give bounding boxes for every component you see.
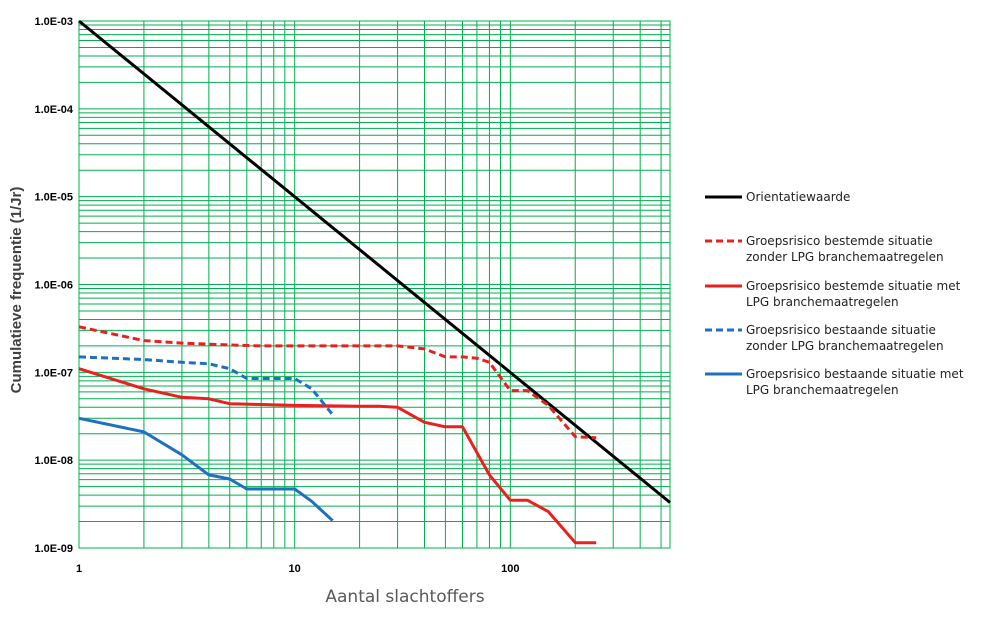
- series-layer: [78, 19, 671, 545]
- x-axis-title: Aantal slachtoffers: [325, 587, 484, 607]
- legend-label-5: Groepsrisico bestaande situatie met LPG b…: [746, 367, 964, 397]
- y-tick-label: 1.0E-06: [34, 280, 73, 292]
- y-tick-label: 1.0E-05: [34, 192, 73, 204]
- legend-label-3: Groepsrisico bestemde situatie met LPG br…: [746, 279, 961, 309]
- x-tick-label: 10: [289, 563, 301, 575]
- y-tick-label: 1.0E-03: [34, 16, 73, 28]
- y-axis-ticks: 1.0E-03 1.0E-04 1.0E-05 1.0E-06 1.0E-07 1.0E-…: [34, 16, 73, 555]
- y-tick-label: 1.0E-08: [34, 455, 73, 467]
- series-line-1: [78, 19, 671, 504]
- legend-label-1: Orientatiewaarde: [746, 190, 850, 204]
- y-tick-label: 1.0E-09: [34, 543, 73, 555]
- series-line-3: [78, 367, 597, 545]
- y-tick-label: 1.0E-07: [34, 367, 73, 379]
- plot-grid: [78, 20, 671, 549]
- x-axis-ticks: 1 10 100: [76, 563, 520, 575]
- legend: Orientatiewaarde Groepsrisico bestemde si…: [705, 190, 964, 397]
- legend-label-4: Groepsrisico bestaande situatie zonder LP…: [746, 323, 944, 353]
- series-line-5: [78, 416, 334, 522]
- series-line-2: [78, 325, 597, 440]
- y-tick-label: 1.0E-04: [34, 104, 73, 116]
- x-tick-label: 1: [76, 563, 82, 575]
- x-tick-label: 100: [501, 563, 519, 575]
- y-axis-title: Cumulatieve frequentie (1/Jr): [8, 187, 25, 394]
- legend-label-2: Groepsrisico bestemde situatie zonder LPG…: [746, 234, 944, 264]
